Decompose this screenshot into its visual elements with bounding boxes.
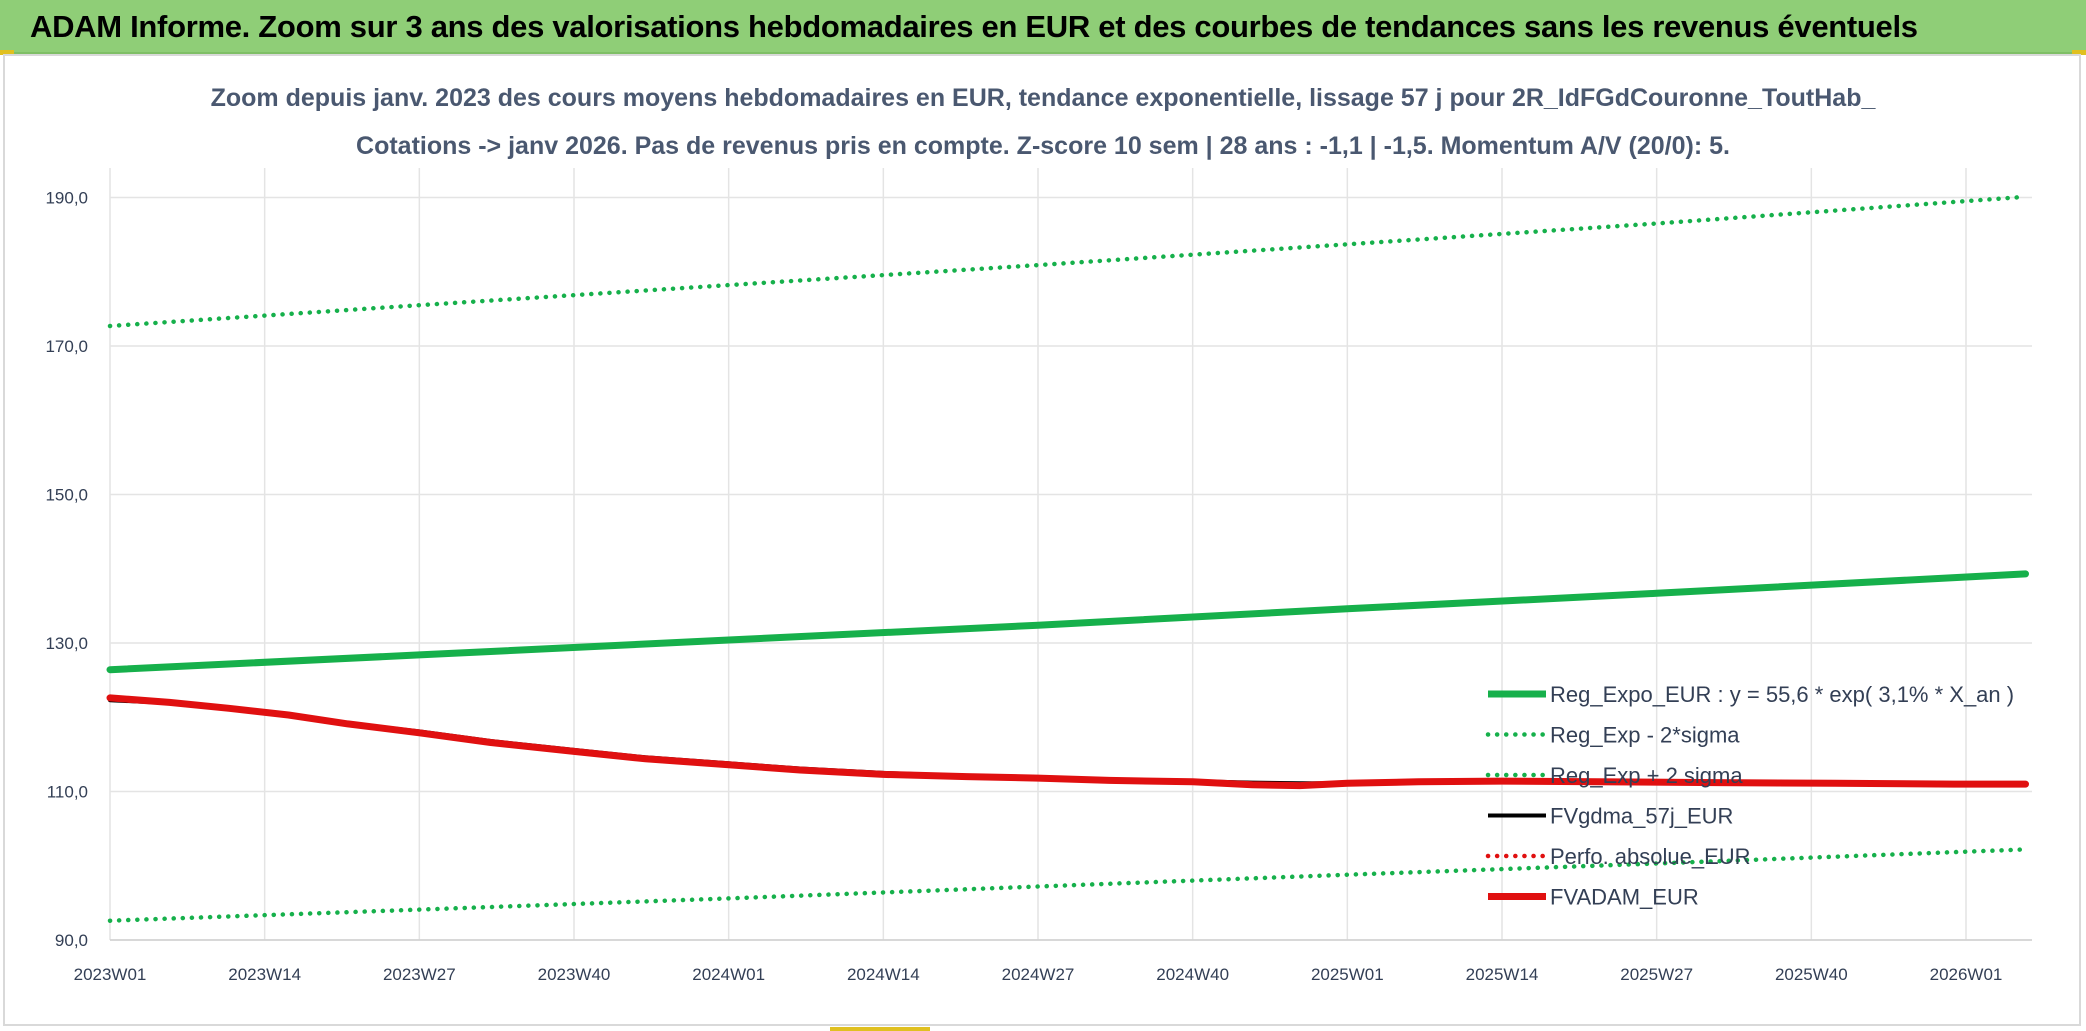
series-line-5	[106, 694, 2029, 790]
legend-label: Reg_Expo_EUR : y = 55,6 * exp( 3,1% * X_…	[1550, 682, 2014, 707]
series-line-0	[106, 570, 2029, 674]
y-tick-label: 150,0	[45, 486, 88, 505]
x-tick-label: 2023W14	[228, 965, 301, 984]
banner-title: ADAM Informe. Zoom sur 3 ans des valoris…	[30, 9, 1918, 44]
chart-legend: Reg_Expo_EUR : y = 55,6 * exp( 3,1% * X_…	[1485, 682, 2014, 910]
legend-label: Reg_Exp + 2 sigma	[1550, 763, 1743, 788]
header-banner: ADAM Informe. Zoom sur 3 ans des valoris…	[0, 0, 2086, 54]
x-tick-label: 2025W14	[1466, 965, 1539, 984]
x-tick-label: 2024W14	[847, 965, 920, 984]
x-tick-label: 2023W27	[383, 965, 456, 984]
x-tick-label: 2024W27	[1002, 965, 1075, 984]
x-tick-label: 2024W40	[1156, 965, 1229, 984]
grid-layer	[109, 168, 2032, 941]
x-tick-label: 2023W40	[538, 965, 611, 984]
axis-layer: 90,0 110,0 130,0 150,0 170,0 190,0 2023W01 2023…	[45, 189, 2032, 984]
series-line-2	[107, 194, 2028, 329]
x-tick-label: 2025W40	[1775, 965, 1848, 984]
legend-label: Perfo. absolue_EUR	[1550, 844, 1751, 869]
y-tick-label: 170,0	[45, 337, 88, 356]
legend-label: Reg_Exp - 2*sigma	[1550, 723, 1740, 748]
y-tick-label: 90,0	[55, 931, 88, 950]
legend-label: FVgdma_57j_EUR	[1550, 804, 1733, 829]
series-layer	[106, 194, 2029, 923]
y-tick-label: 110,0	[47, 783, 88, 802]
x-tick-label: 2023W01	[74, 965, 147, 984]
accent-bottom	[830, 1027, 930, 1031]
y-tick-label: 190,0	[45, 189, 88, 208]
x-tick-label: 2026W01	[1930, 965, 2003, 984]
chart-title-line-1: Zoom depuis janv. 2023 des cours moyens …	[211, 84, 1877, 112]
title-layer: Zoom depuis janv. 2023 des cours moyens …	[211, 84, 1877, 160]
y-tick-label: 130,0	[45, 634, 88, 653]
x-tick-label: 2025W01	[1311, 965, 1384, 984]
accent-right	[2072, 50, 2086, 55]
series-line-1	[107, 847, 2028, 923]
x-tick-label: 2025W27	[1620, 965, 1693, 984]
chart-frame	[3, 54, 2081, 1026]
legend-label: FVADAM_EUR	[1550, 885, 1699, 910]
x-tick-label: 2024W01	[692, 965, 765, 984]
chart-title-line-2: Cotations -> janv 2026. Pas de revenus p…	[356, 132, 1730, 160]
accent-left	[0, 50, 14, 55]
